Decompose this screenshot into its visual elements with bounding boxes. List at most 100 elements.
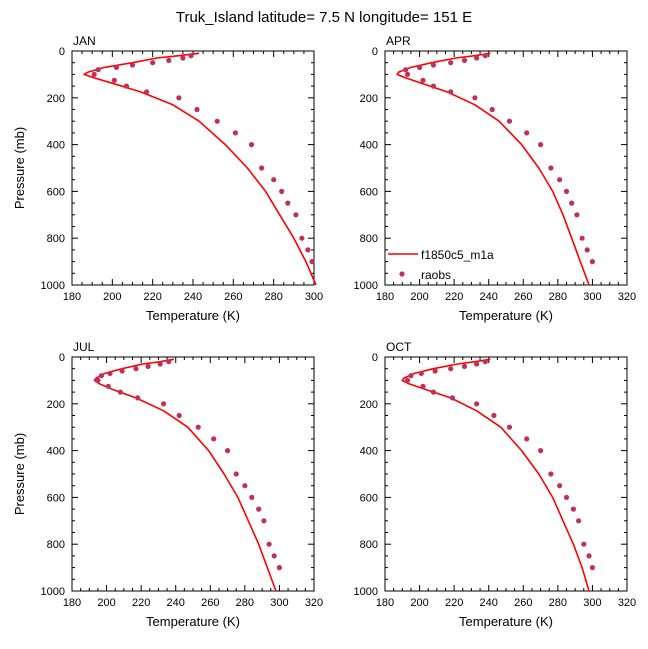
x-tick-label: 220 (132, 597, 150, 609)
obs-point (563, 188, 570, 194)
obs-point (166, 57, 172, 64)
panel-title: JAN (73, 34, 96, 48)
x-tick-label: 260 (224, 291, 242, 303)
obs-point (276, 565, 282, 571)
obs-point (524, 436, 530, 442)
obs-point (180, 55, 186, 61)
obs-point (557, 483, 563, 489)
x-tick-label: 280 (549, 291, 567, 303)
obs-point (211, 436, 217, 442)
obs-point (194, 106, 200, 113)
y-tick-label: 400 (47, 446, 65, 458)
obs-point (589, 565, 596, 571)
obs-point (418, 370, 424, 376)
x-tick-label: 180 (63, 291, 81, 303)
obs-point (117, 389, 123, 395)
obs-point (574, 212, 580, 218)
y-tick-label: 1000 (354, 280, 378, 292)
obs-point (225, 448, 231, 454)
y-tick-label: 600 (47, 492, 65, 504)
x-tick-label: 280 (549, 597, 567, 609)
x-tick-label: 240 (480, 291, 498, 303)
x-tick-label: 300 (583, 597, 601, 609)
obs-point (113, 64, 119, 70)
obs-point (461, 363, 468, 369)
obs-point (98, 373, 104, 379)
obs-point (119, 368, 125, 374)
obs-point (474, 361, 480, 367)
obs-point (408, 373, 414, 379)
obs-point (305, 247, 311, 253)
obs-point (506, 118, 513, 124)
y-tick-label: 200 (360, 399, 378, 411)
obs-point (548, 471, 554, 477)
y-tick-label: 400 (360, 140, 378, 152)
obs-point (150, 60, 156, 66)
y-tick-label: 600 (360, 186, 378, 198)
y-tick-label: 1000 (41, 586, 65, 598)
y-axis-label: Pressure (mb) (12, 433, 27, 515)
obs-point (129, 62, 136, 68)
y-tick-label: 800 (360, 233, 378, 245)
obs-point (524, 130, 530, 136)
y-tick-label: 0 (372, 46, 378, 58)
obs-point (91, 71, 97, 77)
x-tick-label: 220 (143, 291, 161, 303)
obs-point (491, 412, 497, 419)
obs-point (482, 53, 488, 59)
x-tick-label: 200 (410, 291, 428, 303)
obs-point (293, 212, 299, 218)
x-tick-label: 200 (97, 597, 115, 609)
y-tick-label: 200 (47, 93, 65, 105)
obs-point (261, 518, 267, 524)
y-tick-label: 0 (59, 352, 65, 364)
panel-apr: 180 200 220 240 260 280 300 320 0 200 400 600 800 100… (354, 34, 637, 323)
obs-point (449, 395, 455, 401)
x-tick-label: 260 (201, 597, 219, 609)
plot-frame (71, 50, 315, 286)
y-tick-label: 600 (360, 492, 378, 504)
obs-point (579, 235, 585, 241)
obs-point (256, 506, 262, 512)
obs-point (95, 67, 101, 73)
panel-jul: 180 200 220 240 260 280 300 320 0 200 400 600 800 100… (12, 340, 323, 629)
y-axis-label: Pressure (mb) (12, 127, 27, 209)
y-tick-label: 800 (47, 233, 65, 245)
x-tick-label: 320 (618, 597, 636, 609)
obs-point (589, 259, 596, 265)
obs-point (111, 77, 117, 83)
obs-point (188, 53, 194, 59)
obs-point (576, 518, 582, 524)
obs-point (133, 366, 139, 372)
obs-point (461, 57, 468, 64)
obs-point (123, 83, 130, 89)
x-tick-label: 320 (618, 291, 636, 303)
x-tick-label: 280 (236, 597, 254, 609)
obs-point (430, 62, 436, 68)
obs-point (266, 541, 272, 547)
obs-point (581, 541, 587, 547)
obs-point (195, 424, 201, 430)
obs-point (584, 247, 590, 253)
obs-point (404, 71, 411, 77)
legend-model-label: f1850c5_m1a (421, 248, 494, 262)
x-tick-label: 220 (445, 597, 463, 609)
obs-point (420, 77, 426, 83)
obs-point (176, 95, 182, 101)
obs-point (557, 177, 563, 183)
model-profile-line (401, 358, 590, 592)
obs-point (145, 363, 151, 369)
x-tick-label: 240 (184, 291, 202, 303)
x-tick-label: 200 (103, 291, 121, 303)
obs-point (420, 383, 426, 389)
legend-obs-label: raobs (421, 268, 451, 282)
obs-point (135, 395, 141, 401)
x-tick-label: 200 (410, 597, 428, 609)
y-tick-label: 1000 (354, 586, 378, 598)
panel-title: OCT (386, 340, 412, 354)
obs-point (482, 359, 488, 365)
obs-point (489, 106, 495, 113)
x-tick-label: 240 (167, 597, 185, 609)
obs-point (404, 377, 411, 383)
x-tick-label: 220 (445, 291, 463, 303)
